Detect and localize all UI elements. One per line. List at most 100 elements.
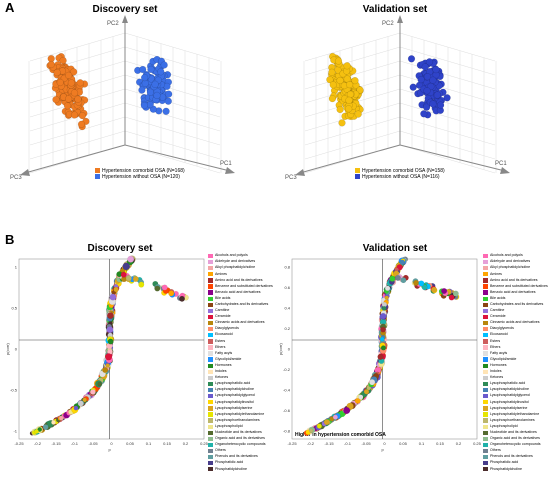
validation-point-group-2 [423,103,431,111]
class-legend-label: Carbohydrates and its derivatives [490,302,544,306]
class-legend-label: Lysophospholipid [215,423,243,428]
class-legend-label: Cinnamic acids and derivatives [490,320,540,325]
discovery-metabolite-point [132,276,139,282]
discovery-x-tick: -0.25 [14,441,24,446]
class-legend-swatch [483,345,488,350]
discovery-metabolite-point [106,326,114,334]
class-legend-swatch [483,320,488,326]
class-legend-swatch [483,369,488,374]
discovery-metabolite-point [102,367,109,373]
discovery-metabolite-point [34,429,39,434]
discovery-metabolite-point [58,415,64,421]
validation-metabolite-point [316,423,322,429]
class-legend-label: Esters [490,338,501,343]
discovery-point-group-1 [67,79,76,87]
legend-swatch [355,174,360,180]
class-legend-item: Esters [208,338,273,344]
class-legend-label: Phenols and its derivatives [490,454,533,459]
validation-metabolite-point [380,312,387,320]
class-legend-item: Organoheterocyclic compounds [208,442,273,448]
class-legend-item: Alcohols and polyols [208,253,273,259]
discovery-x-tick: 0.2 [183,441,189,446]
discovery-point-group-1 [47,60,55,69]
class-legend-label: Carnitine [215,308,230,313]
class-legend-label: Organoheterocyclic compounds [215,442,266,447]
class-legend-swatch [483,284,488,289]
discovery-metabolite-point [51,420,56,425]
validation-point-group-2 [427,82,435,91]
discovery-metabolite-point [168,290,175,297]
class-legend-item: Alkyl phosphatidylcholine [483,265,548,271]
class-legend-item: Benzoic acid and derivatives [208,290,273,296]
class-legend-swatch [208,375,213,381]
discovery-metabolite-point [127,255,135,263]
class-legend-label: Lysophosphatidylserine [490,405,528,410]
class-legend-swatch [483,290,488,295]
discovery-point-group-1 [77,120,86,128]
validation-metabolite-point [363,389,370,395]
class-legend-label: Ketones [215,375,229,380]
validation-x-tick: -0.2 [307,441,315,446]
validation-point-group-2 [429,100,437,108]
class-legend-swatch [483,394,488,399]
class-legend-swatch [483,302,488,307]
class-legend-item: Benzene and substituted derivatives [208,283,273,289]
class-legend-swatch [483,467,488,472]
class-legend-label: Glycolipid/amide [490,356,517,361]
validation-point-group-2 [417,75,425,84]
class-legend-label: Ceramide [215,314,231,319]
class-legend-swatch [483,442,488,448]
discovery-point-group-1 [74,95,82,103]
validation-x-tick: 0.05 [399,441,408,446]
class-legend-item: Nucleotide and its derivatives [483,430,548,436]
legend-item: Hypertension without OSA (N=116) [355,174,445,180]
class-legend-label: Amines [215,271,227,276]
class-legend-swatch [208,339,213,344]
class-legend-swatch [208,278,213,283]
legend-swatch [95,174,100,180]
class-legend-swatch [483,387,488,393]
class-legend-label: Benzene and substituted derivatives [215,283,273,288]
validation-y-tick: -0.6 [283,408,291,413]
discovery-x-tick: 0 [110,441,113,446]
class-legend-item: Lysophosphatidylcholine [483,387,548,393]
class-legend-swatch [208,327,213,332]
class-legend-label: Bile acids [490,295,506,300]
class-legend-item: Aldehyde and derivatives [208,259,273,265]
discovery-metabolite-point [120,271,127,278]
discovery-point-group-2 [139,65,147,74]
class-legend-label: Bile acids [215,295,231,300]
validation-y-tick: 0.6 [284,285,290,290]
class-legend-item: Eicosanoid [208,332,273,338]
class-legend-label: Hormones [490,362,507,367]
class-legend-item: Carbohydrates and its derivatives [483,302,548,308]
discovery-y-tick: 1 [15,265,18,270]
class-legend-item: Diacylglycerols [483,326,548,332]
class-legend-label: Lysophospholipid [490,423,518,428]
class-legend-swatch [483,430,488,435]
class-legend-swatch [208,430,213,435]
discovery-metabolite-point [113,286,119,293]
class-legend-swatch [208,296,213,301]
class-legend-item: Ethers [208,344,273,350]
discovery-point-group-1 [52,95,60,104]
class-legend-label: Glycolipid/amide [215,356,242,361]
class-legend-label: Lysophosphatidylethanolamine [215,411,265,416]
class-legend-item: Phosphatidic acid [208,460,273,466]
class-legend-item: Bile acids [208,296,273,302]
pc3-axis [24,144,126,174]
discovery-splot: -0.25 -0.2 -0.15 -0.1 -0.05 0 0.05 0.1 0.15 0.2 0.… [5,255,209,452]
validation-point-group-1 [336,76,344,85]
legend-item: Hypertension comorbid OSA (N=168) [95,168,185,174]
class-legend-swatch [483,327,488,332]
validation-metabolite-point [384,295,389,300]
class-legend-item: Phenols and its derivatives [208,454,273,460]
discovery-metabolite-point [122,262,130,271]
discovery-metabolite-point [138,281,145,288]
class-legend-label: Esters [215,338,226,343]
class-legend-label: Carbohydrates and its derivatives [215,302,269,306]
class-legend-item: Glycolipid/amide [483,357,548,363]
class-legend-swatch [483,448,488,454]
validation-point-group-2 [423,87,431,95]
discovery-splot-title: Discovery set [87,243,153,254]
